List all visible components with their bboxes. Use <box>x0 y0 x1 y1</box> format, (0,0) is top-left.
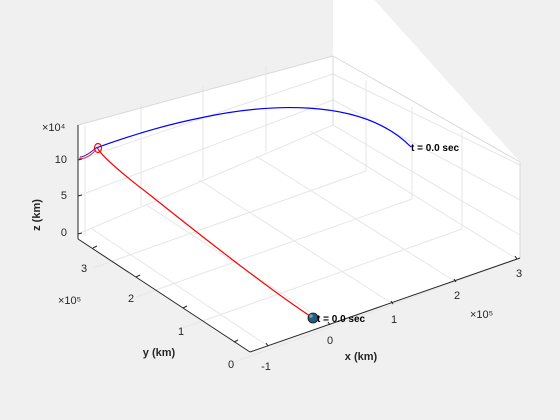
grid-rwall-z-0 <box>332 124 521 236</box>
x-tick-label-4: 3 <box>516 268 522 280</box>
grid-floor-y-2 <box>135 198 413 298</box>
grid-wall-z-5 <box>77 99 334 197</box>
earth-icon <box>307 312 319 324</box>
grid-floor-x-m1 <box>91 228 269 347</box>
series-layer <box>78 107 412 319</box>
x-axis-label: x (km) <box>345 351 378 363</box>
y-axis-label: y (km) <box>143 347 176 359</box>
axis-lines <box>77 125 521 353</box>
annotation-start-time-2: t = 0.0 sec <box>317 314 366 325</box>
grid-floor-x-3 <box>309 130 518 260</box>
x-tickmark-0 <box>327 321 331 326</box>
y-tickmark-2 <box>135 274 141 278</box>
tick-labels: -1 0 1 2 3 0 1 2 3 0 5 10 <box>55 154 522 373</box>
x-tickmark-1 <box>390 300 394 305</box>
grid-rwall-z-5 <box>332 99 521 201</box>
y-tick-label-3: 3 <box>81 263 87 275</box>
grid-floor-y-0 <box>233 257 521 363</box>
edge-top-right <box>332 55 521 163</box>
x-tickmark-2 <box>453 278 457 283</box>
series-red-loop <box>93 142 103 154</box>
y-exponent-label: ×10⁵ <box>58 295 81 307</box>
x-tickmark-m1 <box>265 342 269 347</box>
z-tickmark-0 <box>77 232 83 235</box>
x-tick-label-1: 0 <box>327 335 333 347</box>
y-tick-label-0: 0 <box>228 359 234 371</box>
grid-wall-z-0 <box>77 124 334 235</box>
series-red-trajectory <box>96 146 314 319</box>
grid-floor-x-1 <box>198 179 394 305</box>
z-exponent-label: ×10⁴ <box>42 122 66 134</box>
z-tickmark-10 <box>77 158 83 161</box>
annotation-start-time-1: t = 0.0 sec <box>411 143 460 154</box>
x-tick-label-0: -1 <box>261 361 271 373</box>
grid-rwall-z-10 <box>332 73 521 166</box>
z-axis-label: z (km) <box>31 199 43 231</box>
edge-top-left <box>77 55 334 126</box>
y-axis-line <box>77 238 251 353</box>
y-tickmark-0 <box>233 339 239 343</box>
x-tickmark-3 <box>514 255 518 260</box>
grid-lines <box>77 56 521 363</box>
z-tick-label-0: 0 <box>61 227 67 239</box>
series-red-hook <box>78 149 97 159</box>
tick-marks <box>77 158 518 347</box>
y-tickmark-1 <box>182 305 188 309</box>
box-edges <box>77 55 521 258</box>
y-tick-label-2: 2 <box>128 293 134 305</box>
x-axis-line <box>249 257 521 353</box>
grid-floor-y-1 <box>182 228 463 329</box>
y-tick-label-1: 1 <box>178 326 184 338</box>
x-tick-label-2: 1 <box>391 314 397 326</box>
x-exponent-label: ×10⁵ <box>470 309 493 321</box>
grid-floor-x-0 <box>144 203 331 326</box>
series-blue-hook <box>79 147 97 158</box>
z-tickmark-5 <box>77 194 83 197</box>
y-tickmark-3 <box>92 245 98 249</box>
series-blue-trajectory <box>95 107 412 149</box>
x-tick-label-3: 2 <box>454 290 460 302</box>
z-tick-label-2: 10 <box>55 154 67 166</box>
z-tick-label-1: 5 <box>61 190 67 202</box>
grid-floor-y-3 <box>92 170 367 269</box>
